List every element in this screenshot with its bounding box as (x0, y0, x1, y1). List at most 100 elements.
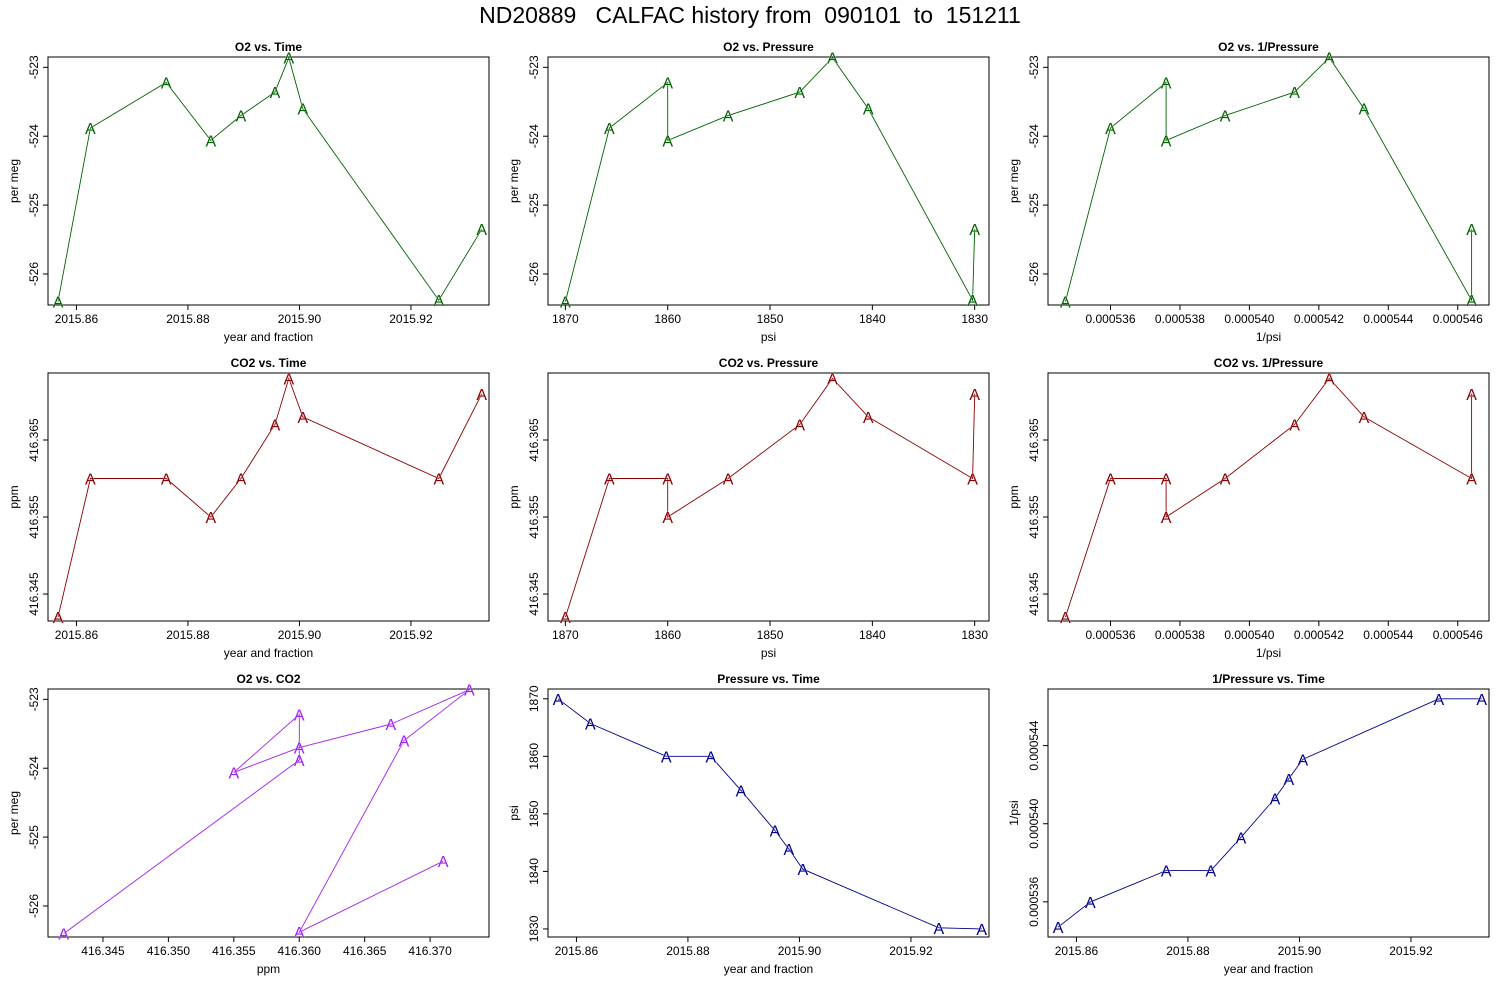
data-point: A (585, 717, 596, 734)
y-axis-label: ppm (507, 485, 521, 508)
x-tick-label: 2015.90 (1278, 944, 1322, 958)
x-tick-label: 416.360 (278, 944, 322, 958)
data-point: A (662, 133, 673, 150)
chart-title: O2 vs. 1/Pressure (1218, 40, 1319, 54)
y-tick-label: 1870 (527, 685, 541, 712)
x-tick-label: 1870 (552, 312, 579, 326)
data-point: A (662, 75, 673, 92)
data-point: A (1289, 418, 1300, 435)
data-point: A (284, 51, 295, 68)
y-tick-label: -525 (1027, 193, 1041, 217)
data-point: A (967, 472, 978, 489)
series-line (57, 376, 483, 618)
y-tick-label: -526 (527, 262, 541, 286)
data-point: A (85, 472, 96, 489)
chart-3: CO2 vs. Time 2015.86 2015.88 2015.90 2015.92… (7, 356, 490, 660)
data-point: A (294, 925, 305, 942)
chart-title: O2 vs. Pressure (723, 40, 814, 54)
y-tick-label: -526 (27, 262, 41, 286)
chart-6: O2 vs. CO2 416.345 416.350 416.355 416.360 41… (7, 672, 490, 976)
chart-title: CO2 vs. 1/Pressure (1214, 356, 1324, 370)
x-tick-label: 0.000546 (1433, 628, 1483, 642)
data-point: A (294, 741, 305, 758)
y-tick-label: -523 (27, 55, 41, 79)
data-point: A (705, 749, 716, 766)
series-line (1064, 377, 1473, 618)
x-axis-label: year and fraction (224, 330, 313, 344)
x-axis-label: year and fraction (1224, 962, 1313, 976)
data-point: A (1085, 895, 1096, 912)
x-axis-label: 1/psi (1256, 646, 1281, 660)
data-point: A (797, 862, 808, 879)
data-point: A (294, 707, 305, 724)
y-axis-label: ppm (7, 485, 21, 508)
plot-frame (47, 688, 490, 938)
y-axis-label: per meg (507, 159, 521, 203)
data-point: A (604, 121, 615, 138)
chart-title: CO2 vs. Pressure (719, 356, 819, 370)
x-tick-label: 2015.90 (278, 628, 322, 642)
x-tick-label: 0.000538 (1155, 312, 1205, 326)
y-tick-label: 416.345 (27, 572, 41, 616)
data-point: A (433, 472, 444, 489)
data-point: A (784, 842, 795, 859)
data-point: A (1270, 791, 1281, 808)
x-tick-label: 2015.92 (889, 944, 933, 958)
data-point: A (464, 683, 475, 700)
data-point: A (53, 610, 64, 627)
data-point: A (1161, 472, 1172, 489)
y-axis-label: per meg (7, 159, 21, 203)
x-tick-label: 416.365 (343, 944, 387, 958)
data-point: A (662, 472, 673, 489)
data-point: A (1476, 692, 1487, 709)
y-tick-label: -525 (27, 193, 41, 217)
series-line (557, 698, 982, 930)
x-tick-label: 416.345 (81, 944, 125, 958)
y-tick-label: 0.000540 (1027, 798, 1041, 848)
y-axis-label: 1/psi (1007, 800, 1021, 825)
plot-frame (1047, 56, 1490, 306)
chart-8: 1/Pressure vs. Time 2015.86 2015.88 2015.90… (1007, 672, 1490, 976)
data-point: A (1205, 864, 1216, 881)
data-point: A (1053, 920, 1064, 937)
plot-frame (47, 56, 490, 306)
chart-title: O2 vs. Time (235, 40, 302, 54)
x-tick-label: 1850 (757, 628, 784, 642)
y-tick-label: 1850 (527, 800, 541, 827)
data-point: A (736, 783, 747, 800)
data-point: A (1161, 75, 1172, 92)
data-point: A (161, 472, 172, 489)
y-tick-label: 416.355 (1027, 495, 1041, 539)
x-tick-label: 0.000540 (1224, 312, 1274, 326)
y-tick-label: 0.000544 (1027, 720, 1041, 770)
x-axis-label: psi (761, 646, 776, 660)
data-point: A (476, 222, 487, 239)
data-point: A (228, 765, 239, 782)
plot-frame (547, 372, 990, 622)
data-point: A (827, 371, 838, 388)
x-tick-label: 416.350 (147, 944, 191, 958)
data-point: A (270, 85, 281, 102)
plot-frame (1047, 372, 1490, 622)
data-point: A (967, 293, 978, 310)
y-tick-label: -523 (527, 55, 541, 79)
x-tick-label: 1830 (961, 312, 988, 326)
x-tick-label: 2015.92 (389, 312, 433, 326)
x-tick-label: 0.000544 (1363, 628, 1413, 642)
x-tick-label: 416.355 (212, 944, 256, 958)
x-axis-label: year and fraction (724, 962, 813, 976)
data-point: A (1466, 222, 1477, 239)
y-tick-label: -525 (527, 193, 541, 217)
data-point: A (297, 102, 308, 119)
x-tick-label: 2015.88 (166, 628, 210, 642)
data-point: A (1220, 472, 1231, 489)
y-tick-label: 416.365 (1027, 418, 1041, 462)
data-point: A (270, 418, 281, 435)
data-point: A (236, 472, 247, 489)
x-tick-label: 0.000542 (1294, 312, 1344, 326)
page-title: ND20889 CALFAC history from 090101 to 15… (479, 2, 1021, 28)
data-point: A (161, 75, 172, 92)
data-point: A (770, 824, 781, 841)
plot-frame (547, 688, 990, 938)
